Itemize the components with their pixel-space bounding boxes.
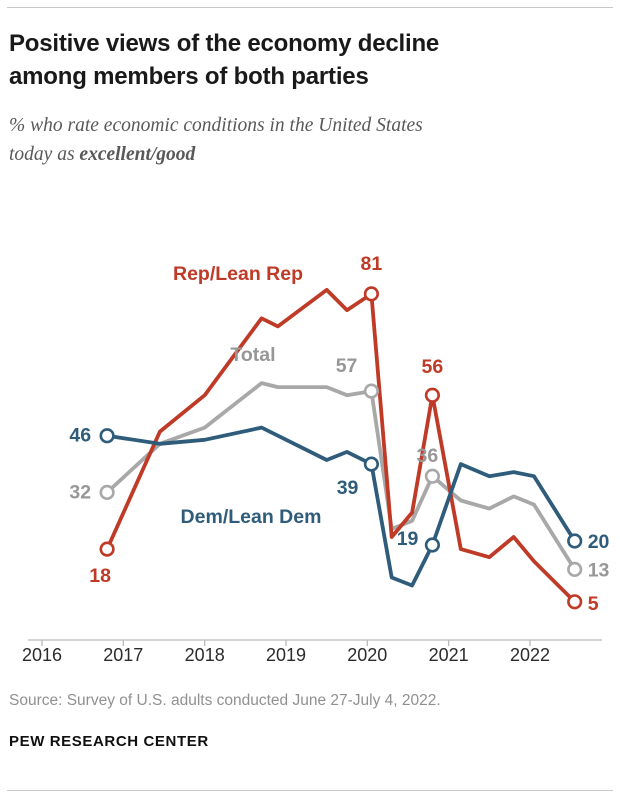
data-point-marker-rep (424, 387, 441, 403)
data-point-marker-dem (424, 537, 441, 553)
data-point-marker-dem (567, 533, 583, 549)
data-point-label-rep: 81 (361, 253, 383, 275)
chart-subtitle-line2: today as excellent/good (9, 140, 595, 169)
data-point-marker-rep (363, 286, 380, 302)
data-point-marker-total (424, 468, 441, 484)
data-point-label-dem: 39 (337, 477, 359, 499)
x-axis-tick-label: 2020 (347, 645, 387, 665)
x-axis-tick-label: 2016 (22, 645, 62, 665)
data-point-marker-rep (567, 594, 583, 610)
chart-subtitle-emphasis: excellent/good (79, 144, 196, 165)
data-point-marker-dem (99, 428, 115, 444)
data-point-marker-rep (99, 541, 115, 557)
series-label-dem: Dem/Lean Dem (181, 506, 322, 528)
series-line-dem (105, 425, 577, 588)
data-point-marker-total (567, 561, 583, 578)
x-axis-tick-label: 2021 (429, 645, 469, 665)
data-point-label-total: 36 (417, 445, 439, 467)
chart-subtitle-line2-prefix: today as (9, 144, 80, 165)
x-axis-tick-label: 2018 (185, 645, 225, 665)
x-axis-tick-label: 2019 (266, 645, 306, 665)
data-point-label-rep: 5 (588, 593, 599, 615)
chart-title: Positive views of the economy decline am… (9, 27, 605, 93)
line-chart: 2016 2017 2018 2019 2020 2021 2022 Rep/Lean Rep… (22, 253, 610, 665)
source-note: Source: Survey of U.S. adults conducted … (9, 692, 441, 709)
data-point-label-total: 13 (588, 559, 610, 581)
chart-subtitle-line1: % who rate economic conditions in the Un… (9, 115, 423, 136)
data-point-marker-total (99, 484, 115, 501)
chart-subtitle: % who rate economic conditions in the Un… (9, 111, 595, 169)
data-point-marker-total (363, 383, 380, 399)
chart-title-line1: Positive views of the economy decline (9, 30, 440, 57)
data-point-label-rep: 18 (89, 565, 111, 587)
data-point-label-dem: 46 (69, 425, 91, 447)
x-axis-tick-label: 2017 (103, 645, 143, 665)
data-point-label-dem: 20 (588, 531, 610, 553)
data-point-label-dem: 19 (397, 528, 419, 550)
bottom-divider (7, 790, 613, 791)
series-line-rep (105, 287, 577, 604)
chart-title-line2: among members of both parties (9, 63, 369, 90)
data-point-marker-dem (363, 456, 380, 472)
series-label-rep: Rep/Lean Rep (173, 263, 303, 285)
series-label-total: Total (230, 344, 275, 366)
pew-research-center-wordmark: PEW RESEARCH CENTER (9, 733, 209, 750)
data-point-label-total: 32 (69, 481, 91, 503)
top-divider (7, 7, 613, 8)
x-axis-tick-label: 2022 (510, 645, 550, 665)
series-line-total (105, 381, 577, 572)
data-point-label-rep: 56 (422, 356, 444, 378)
data-point-label-total: 57 (336, 355, 358, 377)
